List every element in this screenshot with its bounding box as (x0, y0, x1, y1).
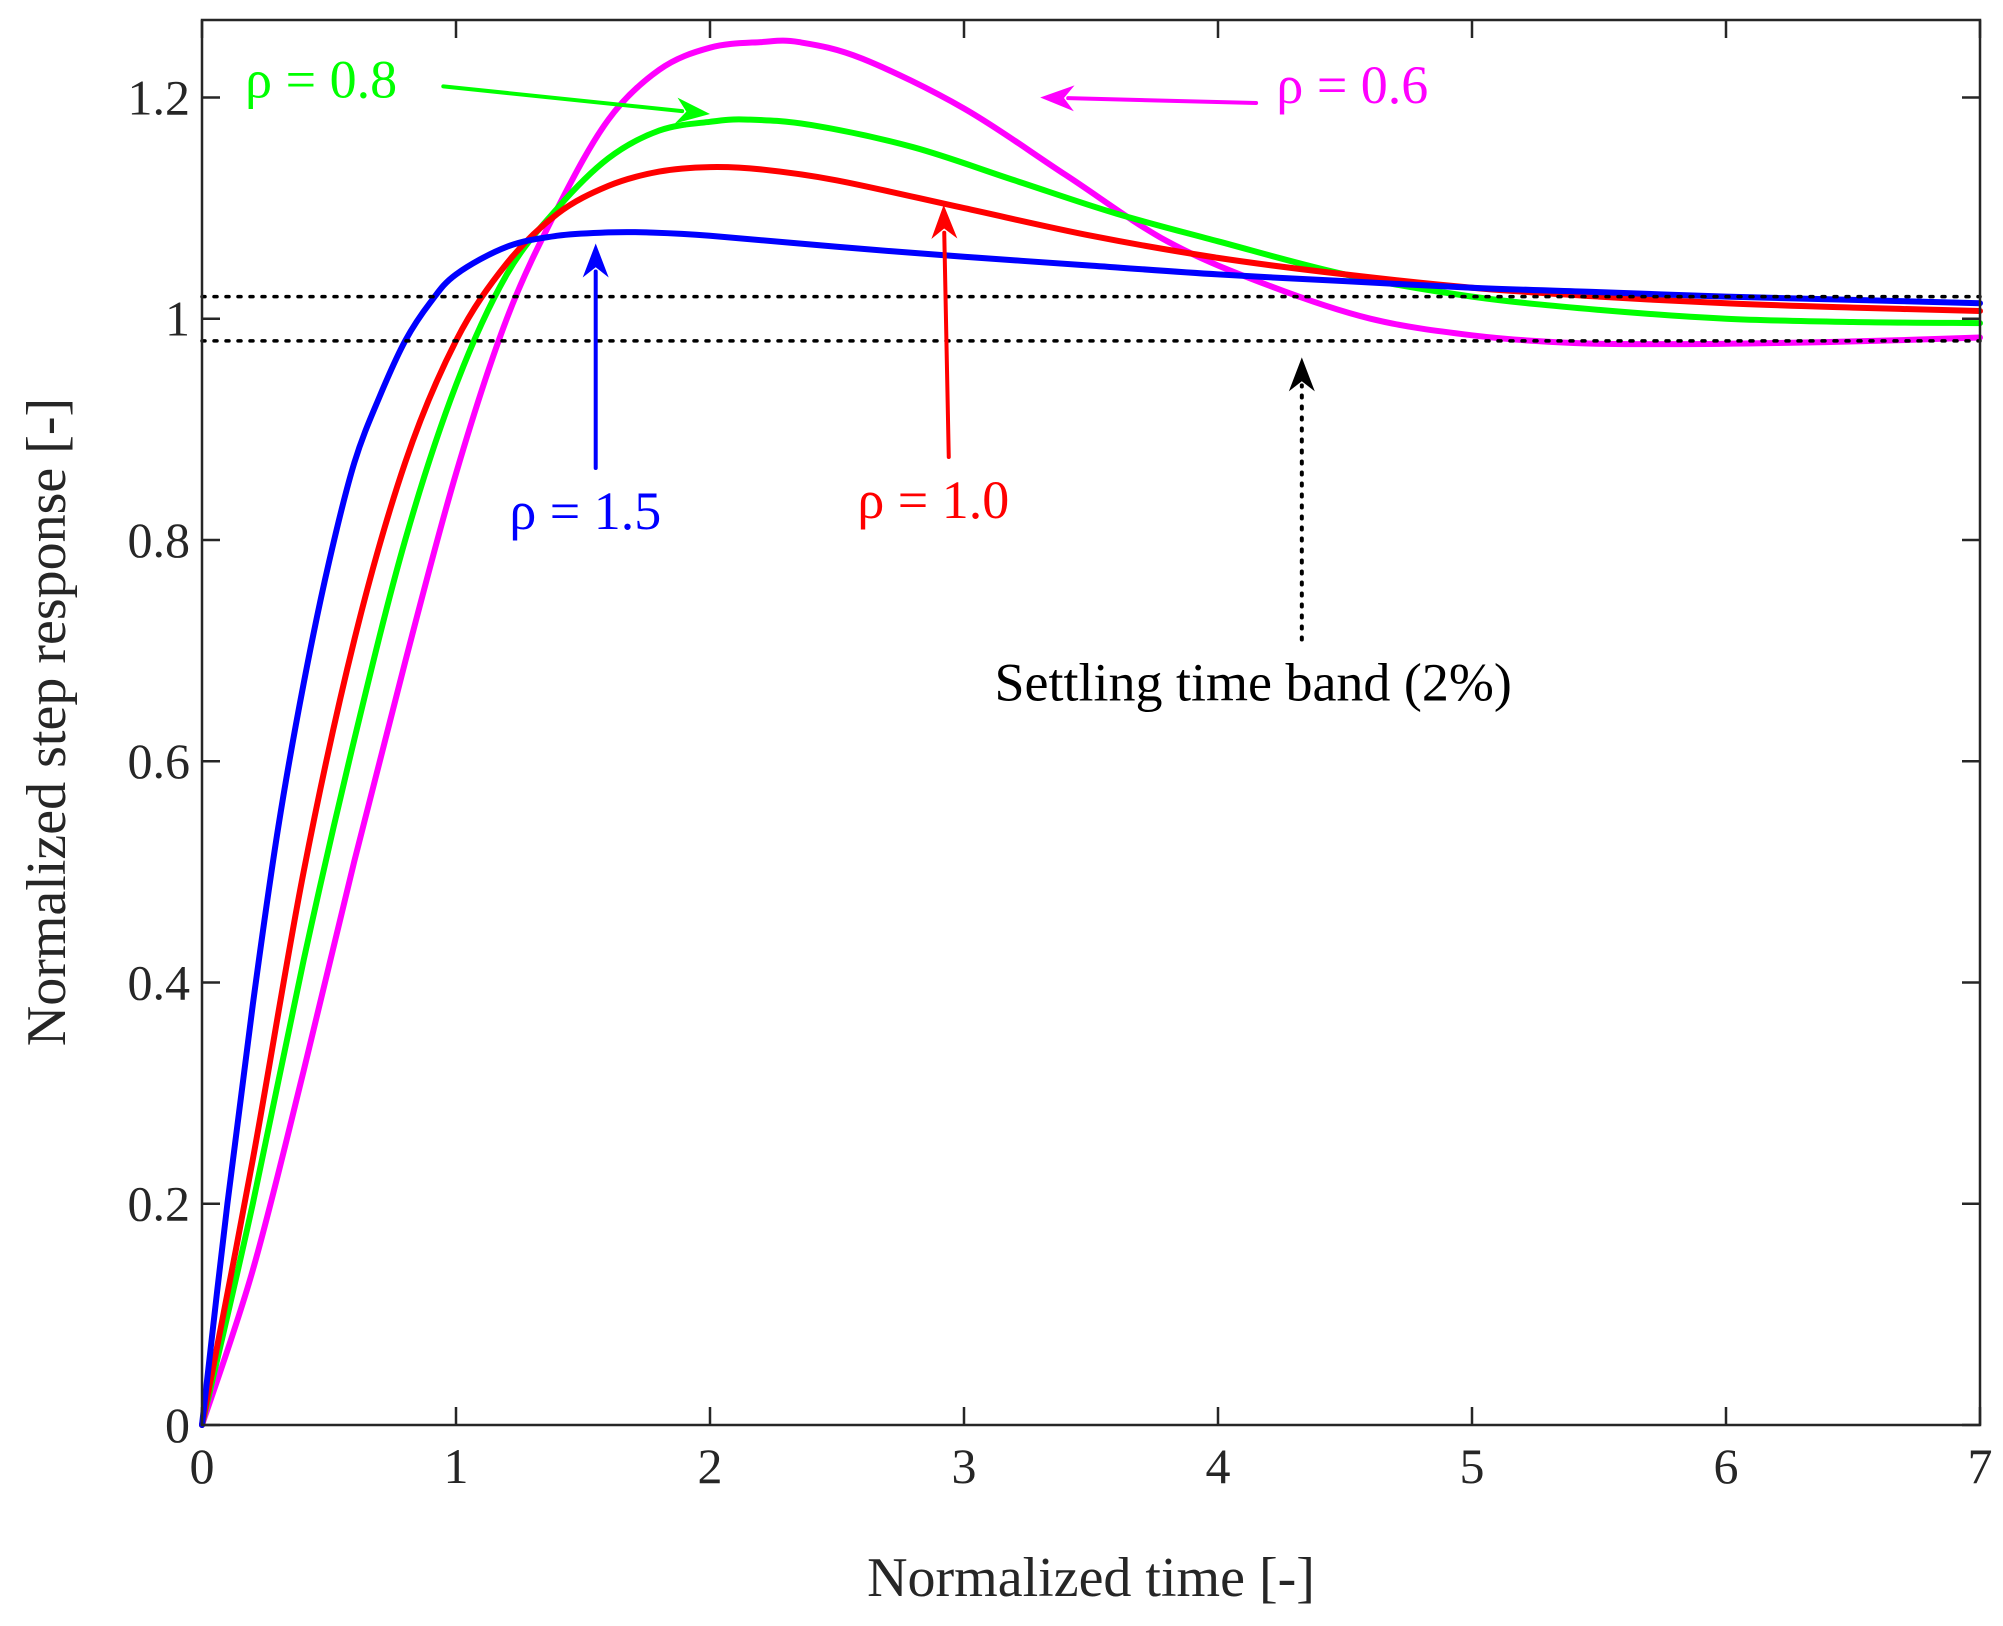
x-tick-label: 1 (444, 1438, 469, 1494)
annotation-label: ρ = 1.5 (509, 481, 661, 541)
annotation-label: Settling time band (2%) (994, 652, 1511, 712)
annotation-arrow-head (1288, 357, 1315, 392)
annotation-rho-0.6: ρ = 0.6 (1040, 55, 1428, 115)
y-tick-label: 0.2 (128, 1176, 191, 1232)
series-layer (199, 37, 1983, 1428)
annotation-arrow-head (931, 204, 958, 240)
x-tick-label: 2 (698, 1438, 723, 1494)
annotation-label: ρ = 1.0 (857, 470, 1009, 530)
y-tick-label: 1.2 (128, 69, 191, 125)
reference-lines (200, 294, 1982, 343)
x-tick-label: 7 (1968, 1438, 1993, 1494)
annotation-arrow-line (942, 230, 951, 459)
annotation-label: ρ = 0.6 (1276, 55, 1428, 115)
annotation-rho-0.8: ρ = 0.8 (245, 49, 710, 124)
x-tick-label: 0 (190, 1438, 215, 1494)
annotation-arrow-head (1040, 85, 1075, 112)
series-line-0-8 (199, 116, 1983, 1428)
annotation-arrow-line (1066, 96, 1259, 105)
annotation-settling-band: Settling time band (2%) (994, 357, 1512, 712)
y-tick-label: 0 (165, 1397, 190, 1453)
y-tick-label: 0.6 (128, 733, 191, 789)
annotation-arrow-head (582, 243, 609, 278)
x-tick-label: 3 (952, 1438, 977, 1494)
plot-frame (200, 18, 1982, 1427)
series-line-0-6 (199, 37, 1983, 1428)
y-axis-title: Normalized step response [-] (16, 398, 78, 1046)
annotation-label: ρ = 0.8 (245, 49, 397, 109)
annotation-rho-1.5: ρ = 1.5 (509, 243, 661, 541)
y-tick-label: 1 (165, 291, 190, 347)
annotations: ρ = 0.8 ρ = 0.6 ρ = 1.5 ρ = 1.0 Settling tim… (245, 49, 1512, 712)
x-tick-label: 5 (1460, 1438, 1485, 1494)
y-axis-ticks: 0 0.2 0.4 0.6 0.8 1 1.2 (128, 69, 1980, 1453)
x-axis-title: Normalized time [-] (867, 1547, 1315, 1609)
series-line-1-5 (199, 229, 1983, 1428)
y-tick-label: 0.4 (128, 954, 191, 1010)
annotation-rho-1.0: ρ = 1.0 (857, 204, 1009, 530)
annotation-arrow-line (441, 84, 685, 114)
x-axis-ticks: 0 1 2 3 4 5 6 7 (190, 20, 1993, 1494)
x-tick-label: 4 (1206, 1438, 1231, 1494)
y-tick-label: 0.8 (128, 512, 191, 568)
x-tick-label: 6 (1714, 1438, 1739, 1494)
annotation-arrow-head (674, 97, 710, 124)
